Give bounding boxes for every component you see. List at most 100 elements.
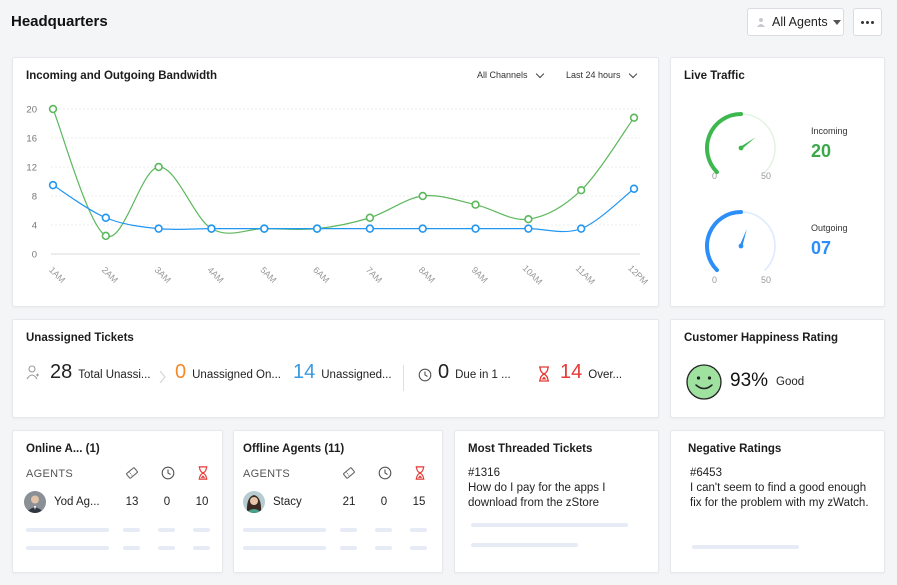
data-point[interactable] <box>629 113 639 122</box>
placeholder-bar <box>193 528 210 532</box>
stat-overdue[interactable]: 14 Over... <box>560 361 622 384</box>
clock-icon <box>378 466 392 480</box>
threaded-title: Most Threaded Tickets <box>468 443 593 455</box>
agent-name: Yod Ag... <box>54 496 100 508</box>
stat-value: 0 <box>175 361 187 383</box>
ticket-subject[interactable]: How do I pay for the apps I download fro… <box>468 482 606 509</box>
data-point[interactable] <box>524 215 533 224</box>
hourglass-icon <box>415 466 425 480</box>
x-tick-label: 4AM <box>205 265 225 285</box>
dot-icon <box>866 20 869 24</box>
x-tick-label: 9AM <box>470 265 490 285</box>
negative-ratings-card: Negative Ratings #6453 I can't seem to f… <box>670 430 885 573</box>
outgoing-gauge-min: 0 <box>712 275 718 285</box>
stat-value: 14 <box>293 361 316 383</box>
placeholder-bar <box>158 546 175 550</box>
page-title: Headquarters <box>11 13 108 30</box>
more-options-button[interactable] <box>853 8 882 36</box>
bandwidth-chart: 0 4 8 12 16 20 1AM 2AM 3AM 4AM 5AM 6AM 7AM 8AM 9AM 10AM… <box>26 104 650 287</box>
avatar <box>243 491 265 513</box>
gauge-needle <box>739 228 747 247</box>
chevron-right-icon <box>159 370 166 384</box>
bandwidth-title: Incoming and Outgoing Bandwidth <box>26 70 218 82</box>
data-point[interactable] <box>365 213 375 222</box>
placeholder-bar <box>471 543 578 547</box>
placeholder-bar <box>340 546 357 550</box>
data-point[interactable] <box>154 224 163 233</box>
channel-filter[interactable]: All Channels <box>477 69 544 80</box>
unassigned-tickets-card: Unassigned Tickets 28 Total Unassi... 0 … <box>12 319 659 418</box>
stat-value: 28 <box>50 361 73 383</box>
data-point[interactable] <box>629 184 639 193</box>
stat-unassigned-online[interactable]: 0 Unassigned On... <box>175 361 281 384</box>
online-agents-card: Online A... (1) AGENTS Yod Ag... 13 0 10 <box>12 430 223 573</box>
time-filter-label: Last 24 hours <box>566 70 621 80</box>
data-point[interactable] <box>312 224 322 233</box>
data-point[interactable] <box>524 224 533 233</box>
stat-unassigned-other[interactable]: 14 Unassigned... <box>293 361 392 384</box>
data-point[interactable] <box>365 224 375 233</box>
agent-ticket-count: 13 <box>125 496 139 508</box>
bandwidth-card: Incoming and Outgoing Bandwidth All Chan… <box>12 57 659 307</box>
ticket-icon <box>126 467 138 479</box>
agent-row[interactable]: Yod Ag... <box>24 491 100 513</box>
data-point[interactable] <box>154 162 163 172</box>
placeholder-bar <box>26 546 109 550</box>
incoming-gauge <box>705 112 776 175</box>
placeholder-bar <box>692 545 799 549</box>
data-point[interactable] <box>576 186 586 195</box>
data-point[interactable] <box>418 224 427 233</box>
data-point[interactable] <box>48 104 58 114</box>
placeholder-bar <box>410 546 427 550</box>
gauge-arc <box>705 112 743 175</box>
stat-label: Unassigned On... <box>192 369 281 381</box>
placeholder-bar <box>243 528 326 532</box>
data-point[interactable] <box>48 180 58 190</box>
hourglass-icon <box>539 366 549 382</box>
y-tick-label: 12 <box>26 163 37 174</box>
agent-row[interactable]: Stacy <box>243 491 302 513</box>
placeholder-bar <box>243 546 326 550</box>
x-tick-label: 6AM <box>311 265 331 285</box>
stat-total-unassigned[interactable]: 28 Total Unassi... <box>50 361 150 384</box>
data-point[interactable] <box>418 191 427 201</box>
x-tick-label: 1AM <box>47 265 67 285</box>
happiness-label: Good <box>776 376 805 388</box>
data-point[interactable] <box>101 231 111 241</box>
stat-label: Over... <box>588 369 623 381</box>
incoming-gauge-min: 0 <box>712 171 718 181</box>
ticket-subject[interactable]: I can't seem to find a good enough fix f… <box>690 482 869 509</box>
agent-ticket-count: 21 <box>342 496 356 508</box>
data-point[interactable] <box>101 213 111 222</box>
gauge-hub <box>738 243 744 249</box>
clock-icon <box>418 368 432 382</box>
data-point[interactable] <box>260 224 269 233</box>
x-tick-label: 2AM <box>100 265 120 285</box>
placeholder-bar <box>158 528 175 532</box>
happiness-title: Customer Happiness Rating <box>684 332 838 344</box>
ticket-id[interactable]: #6453 <box>690 467 722 479</box>
placeholder-bar <box>375 546 392 550</box>
data-point[interactable] <box>471 224 480 233</box>
placeholder-bar <box>123 546 140 550</box>
divider <box>403 365 404 391</box>
data-point[interactable] <box>207 224 216 233</box>
dot-icon <box>871 20 874 24</box>
stat-due-soon[interactable]: 0 Due in 1 ... <box>438 361 511 384</box>
placeholder-bar <box>123 528 140 532</box>
agent-filter-dropdown[interactable]: All Agents <box>747 8 844 36</box>
data-point[interactable] <box>471 200 480 209</box>
series-line <box>52 108 635 238</box>
gauge-needle <box>740 137 756 150</box>
agents-column-header: AGENTS <box>243 468 291 480</box>
ticket-id[interactable]: #1316 <box>468 467 500 479</box>
y-tick-label: 4 <box>32 221 37 232</box>
dot-icon <box>861 20 864 24</box>
time-filter[interactable]: Last 24 hours <box>566 69 637 80</box>
data-point[interactable] <box>576 224 586 233</box>
placeholder-bar <box>193 546 210 550</box>
channel-filter-label: All Channels <box>477 70 528 80</box>
gauge-hub <box>738 145 744 151</box>
gauge-arc <box>705 210 743 273</box>
outgoing-gauge <box>705 210 776 273</box>
